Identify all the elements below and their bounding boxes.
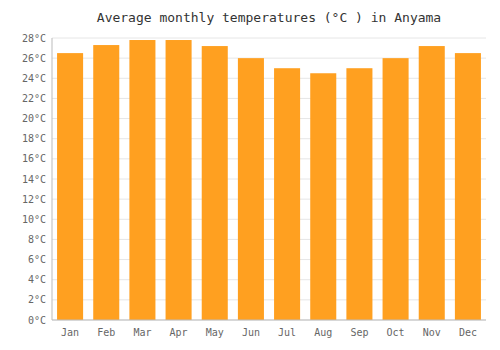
bar xyxy=(57,53,83,320)
bar xyxy=(166,40,192,320)
y-tick-label: 16°C xyxy=(22,153,46,164)
x-tick-label: Aug xyxy=(314,327,332,338)
y-tick-label: 28°C xyxy=(22,33,46,44)
bar xyxy=(383,58,409,320)
x-tick-label: Jan xyxy=(61,327,79,338)
bar xyxy=(202,46,228,320)
chart-container: Average monthly temperatures (°C ) in An… xyxy=(0,0,500,350)
x-tick-label: Jul xyxy=(278,327,296,338)
y-tick-label: 14°C xyxy=(22,174,46,185)
bar xyxy=(129,40,155,320)
bar xyxy=(93,45,119,320)
x-axis: Jan Feb Mar Apr May Jun Jul Aug Sep Oct Nov Dec xyxy=(61,327,477,338)
bars xyxy=(57,40,481,320)
bar xyxy=(238,58,264,320)
y-tick-label: 6°C xyxy=(28,254,46,265)
y-tick-label: 2°C xyxy=(28,294,46,305)
y-axis: 0°C 2°C 4°C 6°C 8°C 10°C 12°C 14°C 16°C 18°C 20°C 2… xyxy=(22,33,46,326)
x-tick-label: Mar xyxy=(133,327,151,338)
x-tick-label: Feb xyxy=(97,327,115,338)
y-tick-label: 10°C xyxy=(22,214,46,225)
y-tick-label: 0°C xyxy=(28,315,46,326)
y-tick-label: 18°C xyxy=(22,133,46,144)
bar xyxy=(346,68,372,320)
grid-line xyxy=(52,320,486,321)
x-tick-label: Oct xyxy=(387,327,405,338)
x-axis-line xyxy=(52,320,486,321)
chart: Average monthly temperatures (°C ) in An… xyxy=(0,0,500,350)
x-tick-label: Nov xyxy=(423,327,441,338)
bar xyxy=(455,53,481,320)
bar xyxy=(274,68,300,320)
y-tick-label: 12°C xyxy=(22,194,46,205)
y-tick-label: 26°C xyxy=(22,53,46,64)
y-axis-line xyxy=(52,38,53,320)
x-tick-label: Apr xyxy=(170,327,188,338)
y-tick-label: 8°C xyxy=(28,234,46,245)
title: Average monthly temperatures (°C ) in An… xyxy=(97,10,441,25)
bar xyxy=(419,46,445,320)
y-tick-label: 24°C xyxy=(22,73,46,84)
y-tick-label: 4°C xyxy=(28,274,46,285)
y-tick-label: 20°C xyxy=(22,113,46,124)
x-tick-label: Sep xyxy=(350,327,368,338)
x-tick-label: Jun xyxy=(242,327,260,338)
x-tick-label: Dec xyxy=(459,327,477,338)
grid xyxy=(52,38,486,320)
x-tick-label: May xyxy=(206,327,224,338)
grid-line xyxy=(52,38,486,39)
y-tick-label: 22°C xyxy=(22,93,46,104)
bar xyxy=(310,73,336,320)
